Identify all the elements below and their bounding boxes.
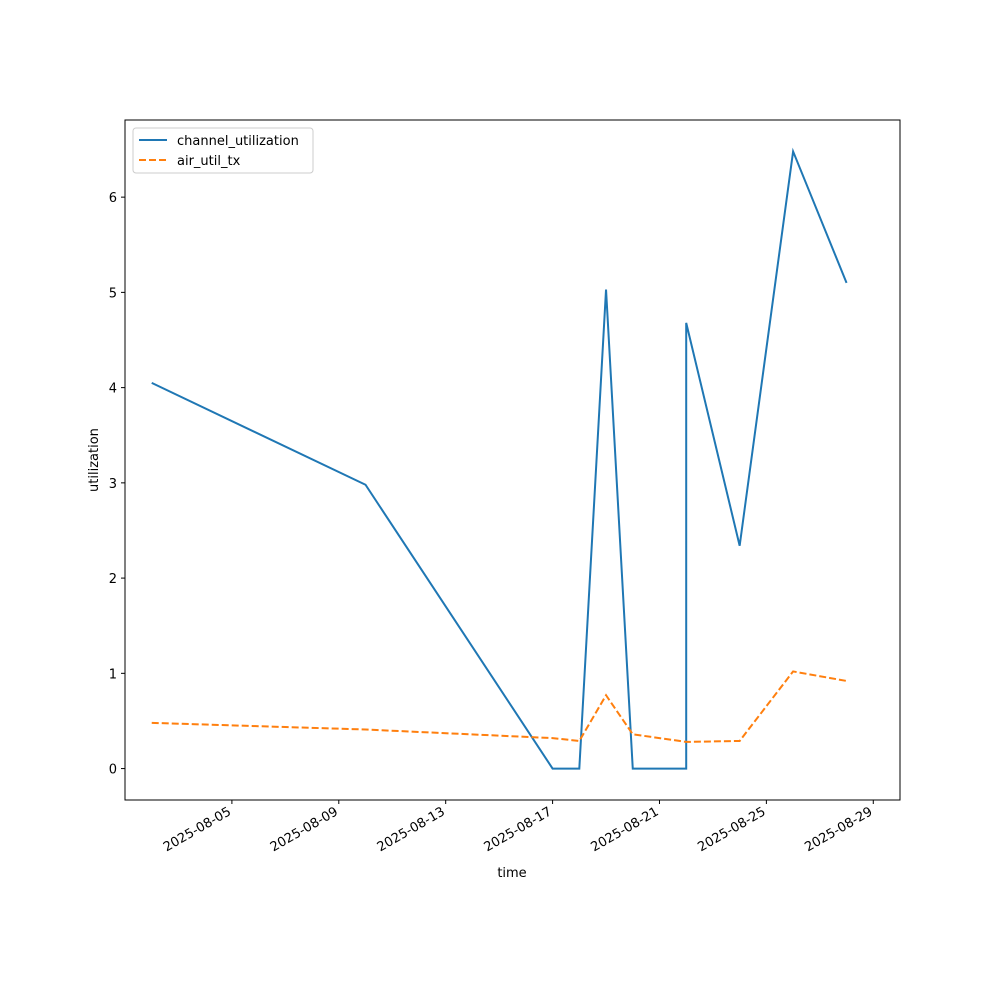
y-tick-label: 1 <box>109 667 117 682</box>
y-tick-label: 3 <box>109 477 117 492</box>
legend-label: air_util_tx <box>177 154 241 169</box>
legend-box <box>132 127 314 174</box>
y-tick-label: 2 <box>109 572 117 587</box>
x-tick-label: 2025-08-29 <box>802 804 875 855</box>
plot-frame <box>124 119 901 801</box>
x-tick-label: 2025-08-05 <box>161 804 234 855</box>
x-tick-label: 2025-08-17 <box>482 804 555 855</box>
y-tick-label: 6 <box>109 191 117 206</box>
line-series <box>151 147 848 770</box>
y-tick-label: 4 <box>109 382 117 397</box>
y-tick-label: 5 <box>109 286 117 301</box>
x-tick-label: 2025-08-13 <box>375 804 448 855</box>
y-axis-label: utilization <box>87 428 102 492</box>
x-tick-label: 2025-08-25 <box>695 804 768 855</box>
x-tick-label: 2025-08-21 <box>589 804 662 855</box>
y-tick-label: 0 <box>109 763 117 778</box>
line-series <box>151 670 847 743</box>
legend-label: channel_utilization <box>177 134 299 149</box>
x-axis-label: time <box>497 866 526 881</box>
x-tick-label: 2025-08-09 <box>268 804 341 855</box>
